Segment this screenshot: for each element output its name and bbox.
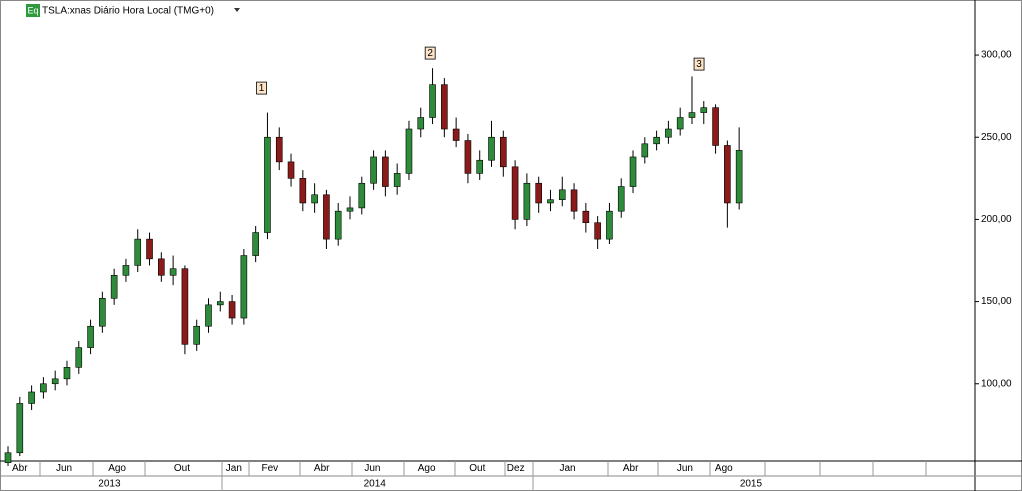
badge xyxy=(26,4,40,17)
candle-body xyxy=(16,403,24,454)
candle-body xyxy=(287,161,295,179)
candle-body xyxy=(452,128,460,141)
candle-body xyxy=(523,182,531,220)
x-tick-label: Abr xyxy=(314,463,330,474)
candle-body xyxy=(558,189,566,200)
y-tick-label: 250,00 xyxy=(981,132,1012,143)
x-tick-label: Dez xyxy=(507,463,525,474)
candle-body xyxy=(629,156,637,187)
x-tick-label: Fev xyxy=(261,463,278,474)
chart-title: TSLA:xnas Diário Hora Local (TMG+0) xyxy=(42,6,214,17)
candle-body xyxy=(63,367,71,380)
candle-body xyxy=(370,156,377,184)
candle-body xyxy=(299,178,307,204)
y-tick-label: 150,00 xyxy=(981,296,1012,307)
candle-body xyxy=(51,378,59,385)
candle-body xyxy=(606,210,613,240)
candle-body xyxy=(28,391,35,404)
candle-body xyxy=(158,258,165,276)
candle-body xyxy=(323,194,330,240)
x-tick-label: Jun xyxy=(56,463,72,474)
candle-body xyxy=(40,383,47,393)
candle-body xyxy=(193,325,200,345)
x-tick-label: Ago xyxy=(715,463,733,474)
year-label: 2013 xyxy=(98,479,121,490)
candle-body xyxy=(724,145,731,204)
dropdown-arrow[interactable] xyxy=(234,8,240,12)
candle-body xyxy=(441,84,448,130)
candle-body xyxy=(429,84,436,118)
candle-body xyxy=(676,117,684,130)
candle-body xyxy=(617,186,625,212)
candle-body xyxy=(570,189,578,212)
month-separators xyxy=(39,461,927,491)
candle-body xyxy=(464,140,472,174)
y-tick-label: 200,00 xyxy=(981,214,1012,225)
candle-body xyxy=(181,268,189,345)
candle-body xyxy=(228,301,236,319)
x-tick-label: Jun xyxy=(364,463,380,474)
candle-body xyxy=(110,274,118,299)
candle-body xyxy=(535,182,542,204)
annotation-box xyxy=(693,57,705,71)
candle-body xyxy=(405,128,413,174)
candle-body xyxy=(4,452,12,463)
candle-body xyxy=(641,143,649,158)
candle-body xyxy=(735,150,743,204)
annotation-label: 2 xyxy=(427,48,433,59)
candle-body xyxy=(488,136,495,161)
x-tick-label: Jun xyxy=(677,463,693,474)
candle-body xyxy=(216,301,224,306)
x-tick-label: Ago xyxy=(108,463,126,474)
x-tick-label: Out xyxy=(469,463,485,474)
candle-body xyxy=(476,159,484,174)
candle-body xyxy=(252,232,259,256)
x-tick-label: Jan xyxy=(560,463,576,474)
x-tick-label: Ago xyxy=(418,463,436,474)
year-label: 2014 xyxy=(364,479,387,490)
candle-body xyxy=(99,297,106,327)
candle-body xyxy=(712,107,719,146)
candle-body xyxy=(511,166,519,220)
candle-body xyxy=(311,194,318,204)
y-tick-label: 300,00 xyxy=(981,50,1012,61)
candle-body xyxy=(382,156,389,187)
annotation-box xyxy=(424,46,436,60)
candle-body xyxy=(358,182,366,209)
annotation-box xyxy=(256,81,267,95)
candle-body xyxy=(264,136,271,233)
candle-body xyxy=(547,199,554,204)
candle-body xyxy=(122,265,130,276)
candle-body xyxy=(146,238,153,260)
x-tick-label: Abr xyxy=(12,463,28,474)
x-tick-label: Out xyxy=(174,463,190,474)
year-label: 2015 xyxy=(740,479,763,490)
candle-body xyxy=(346,207,354,212)
annotation-label: 3 xyxy=(696,59,702,70)
candle-body xyxy=(240,255,248,319)
badge-text: Eq xyxy=(27,5,38,15)
candle-body xyxy=(169,268,177,276)
candle-body xyxy=(275,136,283,163)
candle-body xyxy=(334,210,342,240)
candle-body xyxy=(594,222,601,240)
candle-body xyxy=(393,173,401,187)
candle-body xyxy=(134,238,142,266)
candle-body xyxy=(688,112,696,118)
candle-body xyxy=(653,136,660,145)
x-tick-label: Abr xyxy=(623,463,639,474)
candle-body xyxy=(205,304,212,327)
candle-body xyxy=(87,325,94,348)
candle-body xyxy=(582,210,590,223)
candle-body xyxy=(75,347,83,368)
x-tick-label: Jan xyxy=(226,463,242,474)
candle-body xyxy=(417,117,425,130)
candle-body xyxy=(665,128,672,138)
candle-body xyxy=(500,136,507,168)
y-tick-label: 100,00 xyxy=(981,378,1012,389)
candle-body xyxy=(700,107,708,113)
annotation-label: 1 xyxy=(259,83,265,94)
